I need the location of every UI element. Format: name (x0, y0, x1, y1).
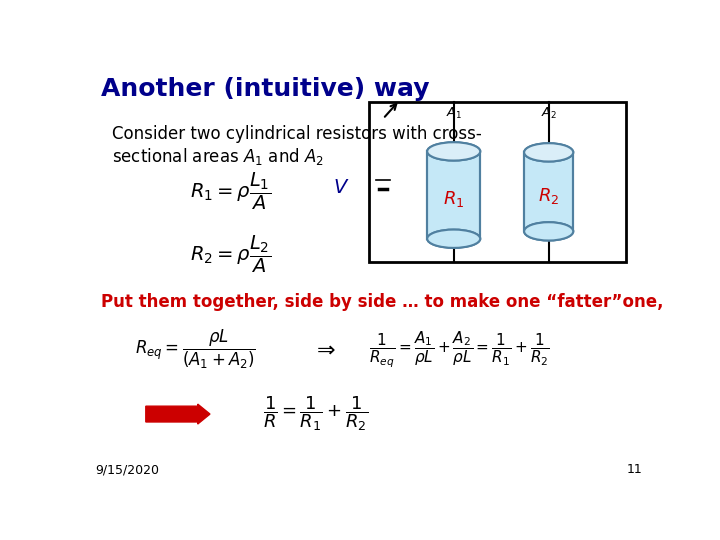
Text: $\Rightarrow$: $\Rightarrow$ (312, 340, 336, 360)
Text: 11: 11 (626, 463, 642, 476)
Text: 9/15/2020: 9/15/2020 (96, 463, 160, 476)
Bar (524, 152, 573, 231)
Ellipse shape (524, 222, 573, 240)
Ellipse shape (524, 222, 573, 240)
Text: Another (intuitive) way: Another (intuitive) way (101, 77, 430, 102)
Ellipse shape (524, 143, 573, 161)
FancyArrow shape (145, 404, 210, 424)
Text: sectional areas $A_1$ and $A_2$: sectional areas $A_1$ and $A_2$ (112, 146, 325, 167)
Text: $R_{eq} = \dfrac{\rho L}{(A_1 + A_2)}$: $R_{eq} = \dfrac{\rho L}{(A_1 + A_2)}$ (135, 328, 256, 371)
Text: $R_2$: $R_2$ (538, 186, 559, 206)
Text: $R_1 = \rho\dfrac{L_1}{A}$: $R_1 = \rho\dfrac{L_1}{A}$ (190, 171, 271, 212)
Ellipse shape (427, 230, 480, 248)
Text: Consider two cylindrical resistors with cross-: Consider two cylindrical resistors with … (112, 125, 482, 143)
Text: $R_1$: $R_1$ (443, 189, 464, 209)
Ellipse shape (427, 142, 480, 160)
Bar (369, 102, 626, 262)
Bar (427, 151, 480, 239)
Text: $A_1$: $A_1$ (446, 106, 462, 122)
Bar (427, 151, 480, 239)
Text: $\dfrac{1}{R_{eq}} = \dfrac{A_1}{\rho L} + \dfrac{A_2}{\rho L} = \dfrac{1}{R_1} : $\dfrac{1}{R_{eq}} = \dfrac{A_1}{\rho L}… (369, 329, 550, 370)
Text: $\dfrac{1}{R} = \dfrac{1}{R_1} + \dfrac{1}{R_2}$: $\dfrac{1}{R} = \dfrac{1}{R_1} + \dfrac{… (263, 395, 368, 434)
Ellipse shape (524, 143, 573, 161)
Bar (524, 152, 573, 231)
Ellipse shape (427, 142, 480, 160)
Text: Put them together, side by side … to make one “fatter”one,: Put them together, side by side … to mak… (101, 293, 664, 311)
Text: $R_2 = \rho\dfrac{L_2}{A}$: $R_2 = \rho\dfrac{L_2}{A}$ (190, 233, 271, 275)
Text: $A_2$: $A_2$ (541, 106, 557, 122)
Ellipse shape (427, 230, 480, 248)
Text: $\mathbf{\mathit{V}}$: $\mathbf{\mathit{V}}$ (333, 178, 349, 197)
